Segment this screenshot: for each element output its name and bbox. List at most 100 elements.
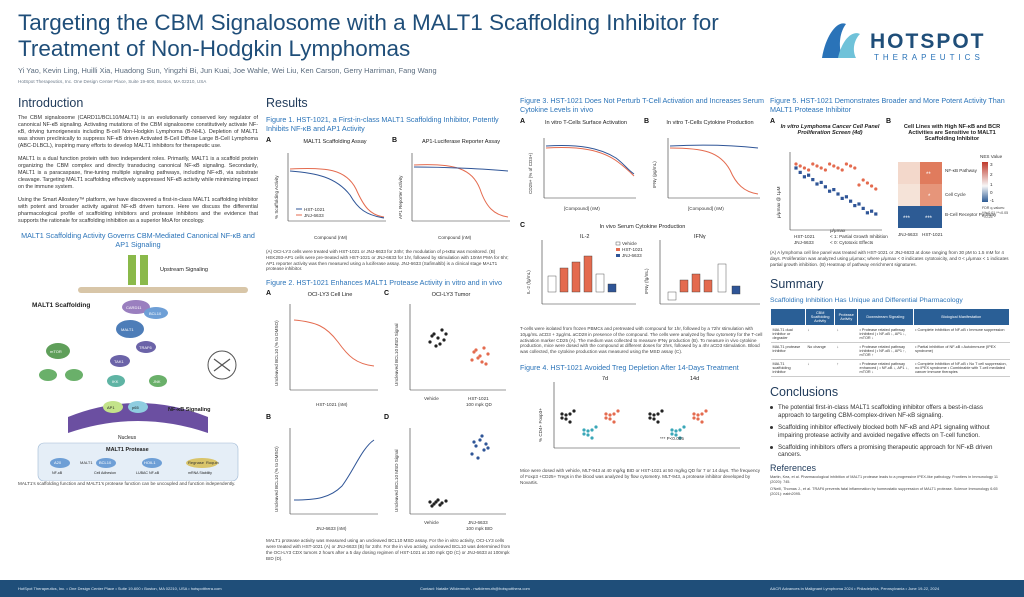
fig3a-title: In vitro T-Cells Surface Activation bbox=[545, 120, 627, 126]
fig2d-vehicle-point bbox=[438, 503, 442, 507]
fig4-point bbox=[608, 413, 612, 417]
fig4-point bbox=[648, 412, 652, 416]
figure3-column: Figure 3. HST-1021 Does Not Perturb T-Ce… bbox=[520, 96, 765, 485]
fig5a-legend-jnj: JNJ-6633 bbox=[794, 240, 814, 245]
row-name: MALT1 protease inhibitor bbox=[770, 342, 806, 361]
fig5a-hst-point bbox=[807, 173, 811, 177]
fig2c-vehicle-point bbox=[428, 340, 432, 344]
summary-col-blank bbox=[770, 308, 806, 327]
logo-sub: THERAPEUTICS bbox=[874, 53, 984, 62]
substrate-label-1: NF-κB bbox=[52, 471, 63, 475]
fig2c-vehicle-point bbox=[436, 336, 440, 340]
fig1a-title: MALT1 Scaffolding Assay bbox=[303, 139, 367, 145]
heat-row-0: NF-κB Pathway bbox=[945, 168, 978, 173]
intro-paragraph-3: Using the Smart Allostery™ platform, we … bbox=[18, 197, 258, 224]
fig5a-note-1: < 1: Partial Growth Inhibition bbox=[830, 234, 888, 239]
fig5a-hst-point bbox=[815, 182, 819, 186]
fig2d-jnj-point bbox=[472, 440, 476, 444]
fig5a-hst-point bbox=[832, 188, 836, 192]
fig2c-vehicle-point bbox=[440, 328, 444, 332]
fig2d-plot: Uncleaved BCL10 MSD Signal Vehicle JNJ-6… bbox=[394, 428, 506, 531]
fig4-point bbox=[678, 436, 682, 440]
fig2c-dose: 100 mpk QD bbox=[466, 402, 492, 407]
fig2c-vehicle-point bbox=[434, 344, 438, 348]
fig2c-cat-vehicle: Vehicle bbox=[424, 396, 439, 401]
fig3c-il2-ylabel: IL-2 (fg/mL) bbox=[526, 270, 531, 294]
fig5a-jnj-point bbox=[811, 162, 815, 166]
fig3c-box bbox=[731, 285, 741, 295]
fig2c-hst-point bbox=[472, 350, 476, 354]
fig4-point bbox=[660, 409, 664, 413]
fig3b-title: In vitro T-Cells Cytokine Production bbox=[666, 120, 754, 126]
summary-heading: Summary bbox=[770, 277, 824, 292]
heat-mark-1-1: * bbox=[928, 194, 931, 200]
table-row: MALT1 protease inhibitor No change ↓ • P… bbox=[770, 342, 1010, 361]
ikk-node: IKK bbox=[112, 379, 119, 384]
fig2d-vehicle-point bbox=[444, 499, 448, 503]
fig2c-cat-hst: HST-1021 bbox=[468, 396, 489, 401]
heat-col-0: JNJ-6633 bbox=[898, 232, 918, 237]
heat-mark-2-1: *** bbox=[925, 216, 933, 222]
row-name: MALT1 dual inhibitor or degrader bbox=[770, 325, 806, 344]
fig4-point bbox=[700, 420, 704, 424]
reference-2: O'Neill, Thomas J., et al. TRAF6 prevent… bbox=[770, 486, 998, 496]
fig5a-jnj-point bbox=[819, 166, 823, 170]
footer: HotSpot Therapeutics, Inc. • One Design … bbox=[0, 580, 1024, 597]
fig5a-hst-point bbox=[844, 195, 848, 199]
fig5a-jnj-point bbox=[815, 164, 819, 168]
fig5a-jnj-point bbox=[844, 162, 848, 166]
fig4-point bbox=[608, 417, 612, 421]
fdr-note: FDR q-values: ***<0.01 **<0.05 *<0.25 bbox=[982, 206, 1009, 220]
fig2-title: Figure 2. HST-1021 Enhances MALT1 Protea… bbox=[266, 278, 502, 288]
table-row: MALT1 scaffolding inhibitor ↓ ↑ • Protea… bbox=[770, 359, 1010, 378]
fig5a-jnj-point bbox=[840, 168, 844, 172]
fig4-point bbox=[656, 420, 660, 424]
fig2c-hst-point bbox=[476, 356, 480, 360]
fig4-point bbox=[590, 428, 594, 432]
row-scaf: ↓ bbox=[805, 325, 835, 344]
fig5a-jnj-point bbox=[823, 168, 827, 172]
fig2d-vehicle-point bbox=[428, 500, 432, 504]
fig4-ylabel: % CD4+ Foxp3+ bbox=[538, 408, 543, 442]
fig1a-ylabel: % Scaffolding Activity bbox=[274, 175, 279, 219]
fig3c-il2-title: IL-2 bbox=[580, 234, 589, 240]
footer-contact[interactable]: Contact: Natalie Wildermuth - nwildermut… bbox=[420, 586, 530, 591]
fig3-ab: A B In vitro T-Cells Surface Activation … bbox=[520, 118, 765, 214]
fig3c-box bbox=[547, 275, 557, 293]
fig3c-letter: C bbox=[520, 222, 526, 229]
fig5a-hst-point bbox=[798, 170, 802, 174]
fig5a-note-2: < 0: Cytotoxic Effects bbox=[830, 240, 874, 245]
table-row: MALT1 dual inhibitor or degrader ↓ ↓ • P… bbox=[770, 325, 1010, 344]
summary-table: CBM Scaffolding Activity Protease Activi… bbox=[770, 308, 1011, 378]
summary-col-3: Biological Manifestation bbox=[912, 308, 1011, 327]
fig2c-plot: Uncleaved BCL10 MSD Signal Vehicle HST-1… bbox=[394, 304, 506, 407]
fig3c-legend-vehicle: Vehicle bbox=[622, 241, 637, 246]
intro-column: Introduction The CBM signalosome (CARD11… bbox=[18, 96, 258, 487]
fig2c-hst-point bbox=[480, 360, 484, 364]
fig5b-title: Cell Lines with High NF-κB and BCR Activ… bbox=[903, 124, 1001, 142]
row-signal: • Protease related pathway enhanced | • … bbox=[857, 359, 914, 378]
fig4-point bbox=[648, 416, 652, 420]
protease-label: MALT1 Protease bbox=[106, 447, 149, 453]
fig3c-title: In vivo Serum Cytokine Production bbox=[599, 224, 686, 230]
fig3c-box bbox=[717, 263, 727, 293]
fig4-point bbox=[700, 412, 704, 416]
fig5a-note-0: μ/μmax bbox=[830, 228, 846, 233]
fig2-dots bbox=[428, 328, 490, 508]
fig5a-hst-point bbox=[865, 211, 869, 215]
conclusion-item: The potential first-in-class MALT1 scaff… bbox=[770, 404, 1010, 420]
heat-col-1: HST-1021 bbox=[922, 232, 943, 237]
fig5a-hst-point bbox=[853, 204, 857, 208]
fig5a-dots bbox=[794, 162, 878, 216]
row-bio: • Partial inhibition of NF-κB • Autoimmu… bbox=[913, 342, 1010, 361]
fig2c-title: OCI-LY3 Tumor bbox=[431, 292, 471, 299]
fig5a-hst-point bbox=[849, 199, 853, 203]
nes-tick-0: 3 bbox=[990, 162, 993, 167]
fig3-caption: T-cells were isolated from frozen PBMCs … bbox=[520, 326, 763, 355]
fig5a-jnj-point bbox=[849, 164, 853, 168]
results-heading: Results bbox=[266, 96, 308, 110]
hotspot-logo: HOTSPOT THERAPEUTICS bbox=[812, 14, 1007, 68]
fig3b-xlabel: [Compound] (nM) bbox=[688, 206, 724, 211]
summary-col-1: Protease Activity bbox=[834, 308, 859, 327]
